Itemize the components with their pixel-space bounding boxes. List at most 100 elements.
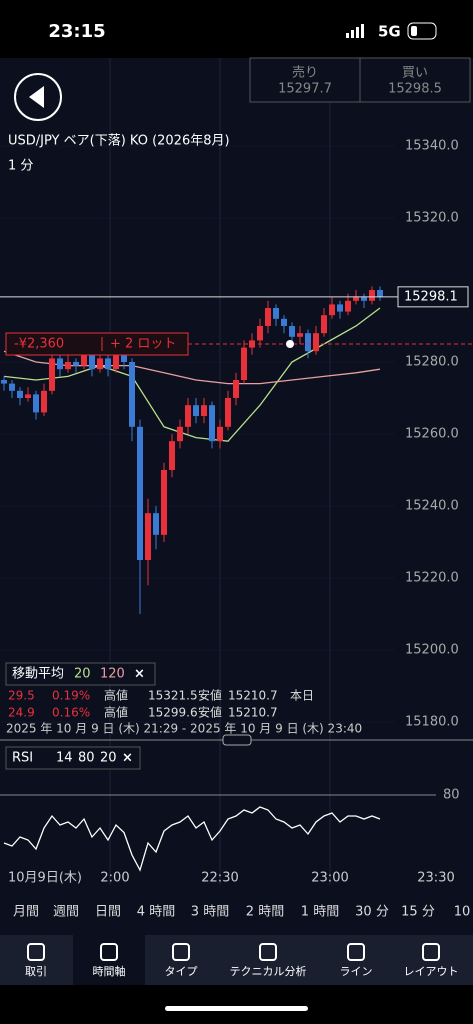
candle-body bbox=[305, 333, 311, 352]
stat: 安値 bbox=[198, 688, 222, 703]
timeframe[interactable]: 30 分 bbox=[355, 905, 389, 920]
stat: 高値 bbox=[104, 705, 128, 720]
timeframe[interactable]: 10 bbox=[454, 905, 471, 920]
y-tick-label: 15240.0 bbox=[405, 499, 459, 514]
candle-body bbox=[121, 354, 127, 362]
last-price-tag bbox=[397, 286, 469, 308]
toolbar-label[interactable]: ライン bbox=[340, 965, 373, 978]
y-tick-label: 15320.0 bbox=[405, 211, 459, 226]
candle-body bbox=[233, 380, 239, 398]
toolbar-label[interactable]: テクニカル分析 bbox=[230, 964, 307, 978]
timeframe[interactable]: 3 時間 bbox=[191, 905, 229, 920]
x-tick-label: 10月9日(木) bbox=[8, 871, 82, 886]
toolbar-icon[interactable] bbox=[422, 943, 440, 961]
timeframe[interactable]: 週間 bbox=[53, 905, 79, 920]
toolbar-label[interactable]: タイプ bbox=[165, 965, 198, 978]
position-pnl: -¥2,360 bbox=[14, 337, 64, 352]
position-box[interactable] bbox=[5, 332, 189, 356]
stat: 15299.6 bbox=[148, 706, 198, 720]
signal bbox=[346, 24, 364, 38]
battery-level bbox=[411, 26, 417, 36]
candle-body bbox=[137, 426, 143, 560]
sell-label: 売り bbox=[292, 65, 318, 81]
toolbar-label[interactable]: 時間軸 bbox=[93, 964, 126, 978]
y-tick-label: 15200.0 bbox=[405, 643, 459, 658]
toolbar-icon[interactable] bbox=[172, 943, 190, 961]
candle-body bbox=[97, 358, 103, 370]
candle-body bbox=[273, 308, 279, 319]
ma-legend-20: 20 bbox=[74, 667, 91, 682]
chart: 15340.0 15320.0 15280.0 15260.0 15240.0 15220… bbox=[0, 58, 473, 886]
candle-body bbox=[257, 326, 263, 341]
candle-body bbox=[313, 333, 319, 352]
toolbar-label[interactable]: 取引 bbox=[25, 964, 47, 978]
x-tick-label: 2:00 bbox=[100, 871, 129, 886]
timeframe[interactable]: 日間 bbox=[95, 905, 121, 920]
candle-body bbox=[337, 304, 343, 312]
candle-body bbox=[129, 362, 135, 427]
candle-body bbox=[321, 315, 327, 334]
ma-legend[interactable] bbox=[5, 662, 156, 686]
candle-body bbox=[89, 354, 95, 370]
x-tick-label: 23:30 bbox=[417, 871, 454, 886]
y-tick-label: 15340.0 bbox=[405, 139, 459, 154]
rsi-param: 14 bbox=[56, 751, 73, 766]
candle-body bbox=[57, 358, 63, 370]
back-button[interactable] bbox=[14, 73, 62, 121]
timeframe[interactable]: 15 分 bbox=[401, 905, 435, 920]
candle-body bbox=[201, 405, 207, 416]
stat: 15321.5 bbox=[148, 689, 198, 703]
rsi-line bbox=[3, 806, 381, 872]
rsi-legend[interactable] bbox=[5, 746, 141, 770]
timeframe[interactable]: 月間 bbox=[13, 905, 39, 920]
candle-body bbox=[217, 426, 223, 442]
toolbar-icon[interactable] bbox=[347, 943, 365, 961]
candle-body bbox=[153, 513, 159, 535]
candle-body bbox=[113, 354, 119, 370]
y-tick-label: 15220.0 bbox=[405, 571, 459, 586]
candle-body bbox=[289, 326, 295, 337]
interval: 1 分 bbox=[8, 159, 33, 174]
candle-body bbox=[209, 405, 215, 442]
network: 5G bbox=[378, 23, 401, 41]
candle-body bbox=[377, 290, 383, 297]
candle-body bbox=[369, 290, 375, 301]
home-indicator bbox=[165, 1006, 308, 1011]
candle-body bbox=[81, 354, 87, 366]
rsi-label: RSI bbox=[12, 751, 33, 766]
candle-body bbox=[297, 333, 303, 337]
buy-box[interactable] bbox=[359, 57, 471, 103]
date-range: 2025 年 10 月 9 日 (木) 21:29 - 2025 年 10 月 … bbox=[6, 722, 362, 736]
stat: 本日 bbox=[290, 689, 314, 703]
divider-handle[interactable] bbox=[222, 734, 252, 746]
candle-body bbox=[49, 358, 55, 391]
toolbar-icon[interactable] bbox=[259, 943, 277, 961]
timeframe[interactable]: 4 時間 bbox=[137, 905, 175, 920]
toolbar-icon[interactable] bbox=[27, 943, 45, 961]
candle-body bbox=[281, 318, 287, 326]
rsi-param: 20 bbox=[100, 751, 117, 766]
toolbar-label[interactable]: レイアウト bbox=[404, 965, 459, 978]
rsi-tick-label: 80 bbox=[443, 788, 460, 803]
stat: 高値 bbox=[104, 688, 128, 703]
timeframe[interactable]: 2 時間 bbox=[246, 905, 284, 920]
candle-body bbox=[73, 362, 79, 366]
candle-body bbox=[17, 390, 23, 398]
y-tick-label: 15180.0 bbox=[405, 715, 459, 730]
close-icon: × bbox=[134, 667, 145, 682]
stat: 0.19% bbox=[52, 689, 90, 703]
ma-label: 移動平均 bbox=[12, 667, 64, 682]
candle-body bbox=[65, 362, 71, 370]
stat: 安値 bbox=[198, 705, 222, 720]
toolbar-icon[interactable] bbox=[100, 943, 118, 961]
candle-body bbox=[145, 513, 151, 560]
stat: 29.5 bbox=[8, 689, 35, 703]
timeframe[interactable]: 1 時間 bbox=[301, 905, 339, 920]
candle-body bbox=[161, 470, 167, 535]
candle-body bbox=[25, 394, 31, 398]
stat: 15210.7 bbox=[228, 689, 278, 703]
position-lots: + 2 ロット bbox=[110, 337, 176, 352]
candle-body bbox=[41, 390, 47, 413]
